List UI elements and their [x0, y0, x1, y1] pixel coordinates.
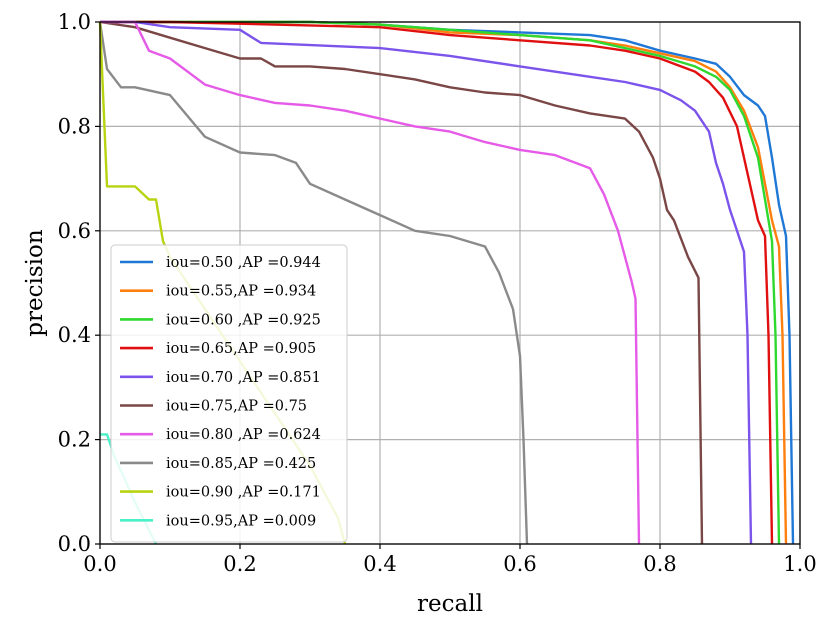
y-tick-label-2: 0.4 — [58, 323, 91, 347]
series-line-5 — [99, 20, 704, 545]
x-axis-label: recall — [417, 591, 483, 617]
legend-label-9: iou=0.95,AP =0.009 — [166, 513, 316, 529]
y-tick-label-5: 1.0 — [58, 10, 91, 34]
y-tick-label-3: 0.6 — [58, 219, 91, 243]
legend-label-5: iou=0.75,AP =0.75 — [166, 399, 307, 415]
x-tick-label-0: 0.0 — [83, 552, 116, 576]
y-tick-label-4: 0.8 — [58, 114, 91, 138]
legend-label-6: iou=0.80 ,AP =0.624 — [166, 427, 321, 443]
legend-label-1: iou=0.55,AP =0.934 — [166, 284, 316, 300]
legend-label-4: iou=0.70 ,AP =0.851 — [166, 370, 321, 386]
y-tick-label-1: 0.2 — [58, 428, 91, 452]
legend-box — [110, 244, 348, 543]
legend-label-7: iou=0.85,AP =0.425 — [166, 456, 316, 472]
legend-label-8: iou=0.90 ,AP =0.171 — [166, 485, 321, 501]
x-tick-label-3: 0.6 — [503, 552, 536, 576]
y-axis-label: precision — [22, 229, 48, 337]
x-tick-label-5: 1.0 — [783, 552, 816, 576]
series-layer — [98, 20, 795, 545]
x-tick-label-2: 0.4 — [363, 552, 396, 576]
legend-label-3: iou=0.65,AP =0.905 — [166, 341, 316, 357]
series-line-4 — [100, 20, 753, 545]
series-line-2 — [100, 20, 781, 545]
x-tick-label-4: 0.8 — [643, 552, 676, 576]
series-line-3 — [100, 20, 774, 545]
x-tick-label-1: 0.2 — [223, 552, 256, 576]
legend-label-2: iou=0.60 ,AP =0.925 — [166, 312, 321, 328]
y-tick-label-0: 0.0 — [58, 532, 91, 556]
legend: iou=0.50 ,AP =0.944 iou=0.55,AP =0.934 iou… — [110, 244, 348, 543]
plot-frame — [99, 21, 801, 545]
legend-label-0: iou=0.50 ,AP =0.944 — [166, 255, 321, 271]
tick-layer: 0.0 0.2 0.4 0.6 0.8 1.0 0.0 0.2 0.4 0.6 0.8 1.0 — [58, 10, 817, 576]
series-line-6 — [100, 20, 641, 545]
series-line-7 — [98, 21, 529, 545]
